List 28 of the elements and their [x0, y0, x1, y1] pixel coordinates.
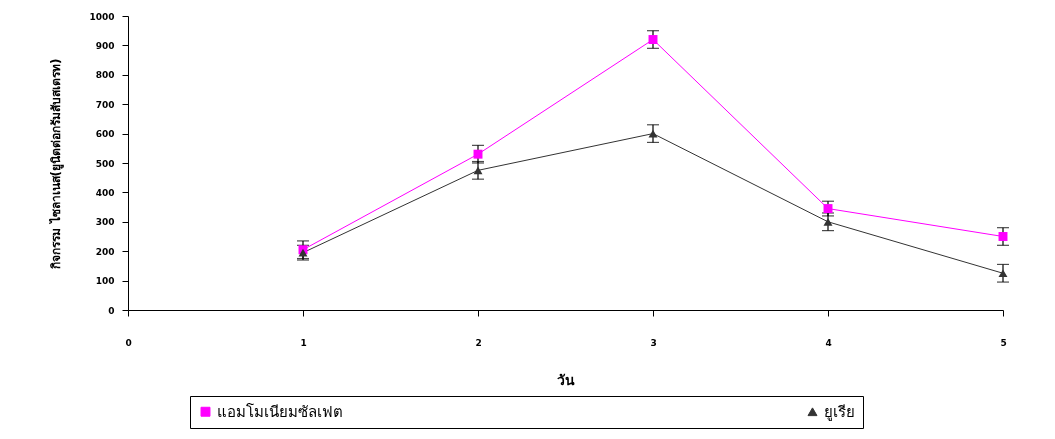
x-tick-label: 3 [650, 337, 657, 348]
point [473, 166, 483, 175]
y-tick-label: 300 [95, 217, 115, 228]
y-tick-label: 900 [95, 40, 115, 51]
x-tick-label: 1 [300, 337, 307, 348]
point [648, 35, 658, 44]
y-tick-label: 400 [95, 187, 115, 198]
point [473, 149, 483, 159]
legend-label: แอมโมเนียมซัลเฟต [217, 402, 343, 421]
x-axis-title: วัน [557, 371, 575, 388]
x-tick-label: 2 [475, 337, 482, 348]
y-tick-label: 700 [95, 99, 115, 110]
point [998, 269, 1008, 278]
y-tick-label: 500 [95, 158, 115, 169]
y-tick-label: 1000 [89, 11, 115, 22]
y-tick-label: 600 [95, 129, 115, 140]
point [823, 204, 833, 214]
y-axis-title: กิจกรรม ไซลาเนส(ยูนิตต่อกรัมสับสเตรท) [48, 58, 65, 269]
legend-label: ยูเรีย [824, 402, 855, 421]
point [823, 217, 833, 226]
y-tick-label: 0 [108, 305, 115, 316]
y-tick-label: 200 [95, 246, 115, 257]
x-tick-label: 5 [1000, 337, 1007, 348]
x-tick-label: 0 [125, 337, 132, 348]
y-tick-label: 800 [95, 70, 115, 81]
y-tick-label: 100 [95, 276, 115, 287]
x-tick-label: 4 [825, 337, 832, 348]
point [998, 232, 1008, 241]
